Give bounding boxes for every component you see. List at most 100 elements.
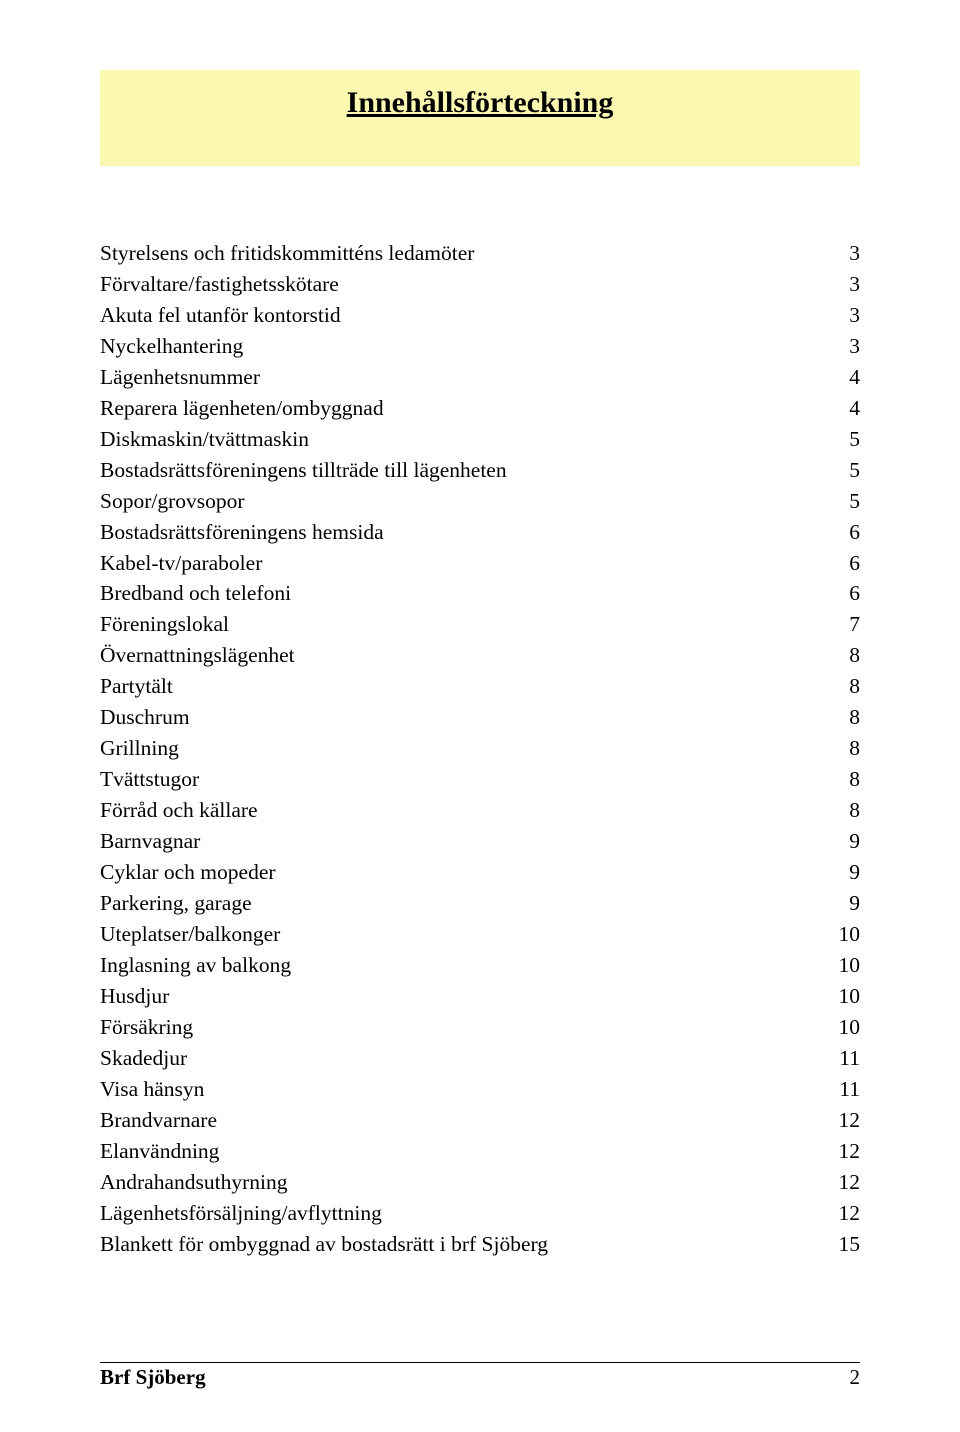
toc-row: Akuta fel utanför kontorstid 3: [100, 300, 860, 331]
page-footer: Brf Sjöberg 2: [100, 1362, 860, 1390]
toc-row: Blankett för ombyggnad av bostadsrätt i …: [100, 1229, 860, 1260]
toc-entry-page: 7: [829, 609, 860, 640]
toc-entry-label: Styrelsens och fritidskommitténs ledamöt…: [100, 238, 474, 269]
title-band: Innehållsförteckning: [100, 70, 860, 166]
toc-entry-label: Cyklar och mopeder: [100, 857, 276, 888]
toc-row: Inglasning av balkong 10: [100, 950, 860, 981]
toc-entry-label: Partytält: [100, 671, 173, 702]
toc-row: Lägenhetsnummer4: [100, 362, 860, 393]
toc-row: Nyckelhantering 3: [100, 331, 860, 362]
toc-entry-page: 8: [829, 795, 860, 826]
toc-entry-page: 11: [819, 1043, 860, 1074]
toc-entry-label: Akuta fel utanför kontorstid: [100, 300, 341, 331]
toc-entry-page: 10: [819, 950, 861, 981]
toc-row: Bredband och telefoni 6: [100, 578, 860, 609]
toc-entry-page: 10: [819, 919, 861, 950]
toc-entry-label: Uteplatser/balkonger: [100, 919, 280, 950]
toc-row: Bostadsrättsföreningens hemsida 6: [100, 517, 860, 548]
toc-entry-label: Bostadsrättsföreningens tillträde till l…: [100, 455, 507, 486]
toc-entry-label: Bredband och telefoni: [100, 578, 291, 609]
toc-entry-page: 10: [819, 1012, 861, 1043]
toc-row: Förråd och källare 8: [100, 795, 860, 826]
toc-entry-page: 6: [829, 548, 860, 579]
toc-entry-label: Försäkring: [100, 1012, 193, 1043]
toc-entry-page: 3: [829, 269, 860, 300]
toc-row: Bostadsrättsföreningens tillträde till l…: [100, 455, 860, 486]
toc-entry-page: 6: [829, 517, 860, 548]
toc-entry-page: 3: [829, 331, 860, 362]
toc-entry-page: 5: [829, 486, 860, 517]
toc-row: Partytält 8: [100, 671, 860, 702]
toc-entry-page: 6: [829, 578, 860, 609]
toc-entry-page: 8: [829, 702, 860, 733]
toc-entry-label: Reparera lägenheten/ombyggnad: [100, 393, 384, 424]
toc-entry-page: 12: [819, 1167, 861, 1198]
toc-entry-label: Visa hänsyn: [100, 1074, 204, 1105]
toc-entry-label: Förvaltare/fastighetsskötare: [100, 269, 339, 300]
toc-entry-label: Övernattningslägenhet: [100, 640, 295, 671]
footer-page-number: 2: [850, 1365, 861, 1390]
toc-entry-label: Lägenhetsförsäljning/avflyttning: [100, 1198, 382, 1229]
toc-entry-page: 12: [819, 1105, 861, 1136]
toc-entry-page: 9: [829, 826, 860, 857]
toc-entry-page: 5: [829, 455, 860, 486]
toc-entry-label: Diskmaskin/tvättmaskin: [100, 424, 309, 455]
toc-entry-page: 3: [829, 300, 860, 331]
toc-entry-page: 8: [829, 764, 860, 795]
toc-row: Föreningslokal 7: [100, 609, 860, 640]
toc-entry-page: 11: [819, 1074, 860, 1105]
toc-row: Husdjur 10: [100, 981, 860, 1012]
toc-row: Cyklar och mopeder 9: [100, 857, 860, 888]
footer-rule: [100, 1362, 860, 1363]
footer-left-text: Brf Sjöberg: [100, 1365, 206, 1390]
toc-row: Barnvagnar 9: [100, 826, 860, 857]
toc-row: Lägenhetsförsäljning/avflyttning 12: [100, 1198, 860, 1229]
toc-entry-label: Blankett för ombyggnad av bostadsrätt i …: [100, 1229, 548, 1260]
toc-row: Reparera lägenheten/ombyggnad 4: [100, 393, 860, 424]
toc-entry-page: 4: [829, 393, 860, 424]
toc-entry-label: Bostadsrättsföreningens hemsida: [100, 517, 384, 548]
toc-row: Elanvändning12: [100, 1136, 860, 1167]
toc-entry-page: 8: [829, 640, 860, 671]
toc-entry-label: Förråd och källare: [100, 795, 258, 826]
toc-row: Grillning8: [100, 733, 860, 764]
toc-entry-page: 12: [819, 1136, 861, 1167]
toc-entry-label: Nyckelhantering: [100, 331, 243, 362]
document-page: Innehållsförteckning Styrelsens och frit…: [0, 0, 960, 1432]
toc-row: Brandvarnare 12: [100, 1105, 860, 1136]
toc-entry-label: Tvättstugor: [100, 764, 199, 795]
toc-entry-label: Inglasning av balkong: [100, 950, 291, 981]
toc-entry-label: Sopor/grovsopor: [100, 486, 245, 517]
toc-entry-label: Husdjur: [100, 981, 169, 1012]
toc-entry-label: Andrahandsuthyrning: [100, 1167, 288, 1198]
table-of-contents: Styrelsens och fritidskommitténs ledamöt…: [100, 238, 860, 1259]
toc-entry-page: 10: [819, 981, 861, 1012]
toc-row: Styrelsens och fritidskommitténs ledamöt…: [100, 238, 860, 269]
toc-row: Uteplatser/balkonger 10: [100, 919, 860, 950]
toc-row: Parkering, garage9: [100, 888, 860, 919]
toc-entry-label: Barnvagnar: [100, 826, 200, 857]
toc-row: Andrahandsuthyrning 12: [100, 1167, 860, 1198]
toc-entry-page: 9: [829, 857, 860, 888]
toc-row: Sopor/grovsopor 5: [100, 486, 860, 517]
toc-row: Övernattningslägenhet 8: [100, 640, 860, 671]
toc-entry-page: 5: [829, 424, 860, 455]
toc-entry-page: 15: [819, 1229, 861, 1260]
toc-entry-label: Parkering, garage: [100, 888, 252, 919]
toc-row: Duschrum8: [100, 702, 860, 733]
toc-row: Kabel-tv/paraboler 6: [100, 548, 860, 579]
toc-entry-page: 3: [829, 238, 860, 269]
page-title: Innehållsförteckning: [100, 86, 860, 120]
toc-entry-label: Grillning: [100, 733, 179, 764]
toc-entry-label: Föreningslokal: [100, 609, 229, 640]
toc-entry-label: Lägenhetsnummer: [100, 362, 260, 393]
toc-row: Tvättstugor 8: [100, 764, 860, 795]
toc-row: Visa hänsyn 11: [100, 1074, 860, 1105]
toc-row: Skadedjur11: [100, 1043, 860, 1074]
toc-entry-page: 8: [829, 671, 860, 702]
toc-entry-label: Kabel-tv/paraboler: [100, 548, 262, 579]
toc-entry-label: Brandvarnare: [100, 1105, 217, 1136]
footer-line: Brf Sjöberg 2: [100, 1365, 860, 1390]
toc-row: Försäkring 10: [100, 1012, 860, 1043]
toc-entry-page: 12: [819, 1198, 861, 1229]
